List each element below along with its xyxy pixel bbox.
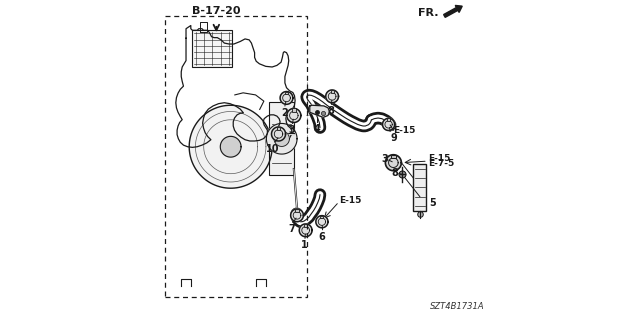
Text: E-15: E-15	[428, 154, 450, 163]
Text: 10: 10	[266, 144, 280, 154]
FancyBboxPatch shape	[276, 127, 280, 130]
Text: E-15: E-15	[394, 126, 416, 135]
FancyBboxPatch shape	[292, 108, 296, 112]
Text: 5: 5	[429, 197, 436, 208]
Text: E-15: E-15	[339, 197, 362, 205]
Text: 6: 6	[319, 232, 325, 241]
Text: 3: 3	[381, 154, 388, 165]
Polygon shape	[287, 108, 301, 122]
Text: FR.: FR.	[417, 8, 438, 18]
Polygon shape	[385, 155, 401, 171]
Polygon shape	[326, 90, 339, 103]
Text: 7: 7	[289, 224, 296, 234]
Text: 9: 9	[391, 133, 397, 143]
Text: B-17-20: B-17-20	[192, 6, 241, 16]
FancyBboxPatch shape	[304, 224, 307, 227]
FancyBboxPatch shape	[193, 30, 232, 67]
Text: SZT4B1731A: SZT4B1731A	[430, 302, 484, 311]
Polygon shape	[291, 209, 303, 222]
FancyBboxPatch shape	[269, 102, 294, 175]
Text: 2: 2	[281, 108, 287, 118]
Polygon shape	[220, 137, 241, 157]
FancyArrow shape	[444, 5, 462, 17]
Polygon shape	[274, 131, 289, 146]
Polygon shape	[310, 105, 330, 117]
Text: 8: 8	[391, 168, 398, 178]
Polygon shape	[280, 92, 293, 104]
Text: 8: 8	[328, 106, 334, 116]
FancyBboxPatch shape	[296, 209, 299, 212]
Polygon shape	[316, 216, 328, 228]
Polygon shape	[383, 118, 395, 130]
Polygon shape	[189, 105, 272, 188]
Text: E-7-5: E-7-5	[428, 159, 454, 168]
FancyBboxPatch shape	[321, 216, 323, 219]
Text: 4: 4	[314, 124, 320, 134]
FancyBboxPatch shape	[413, 164, 426, 211]
FancyBboxPatch shape	[391, 155, 396, 158]
Polygon shape	[266, 123, 297, 154]
FancyBboxPatch shape	[387, 118, 390, 121]
FancyBboxPatch shape	[285, 92, 288, 94]
Text: 3: 3	[289, 125, 295, 135]
Polygon shape	[271, 127, 285, 141]
Polygon shape	[300, 224, 312, 237]
FancyBboxPatch shape	[330, 90, 333, 93]
Text: 1: 1	[301, 240, 308, 250]
